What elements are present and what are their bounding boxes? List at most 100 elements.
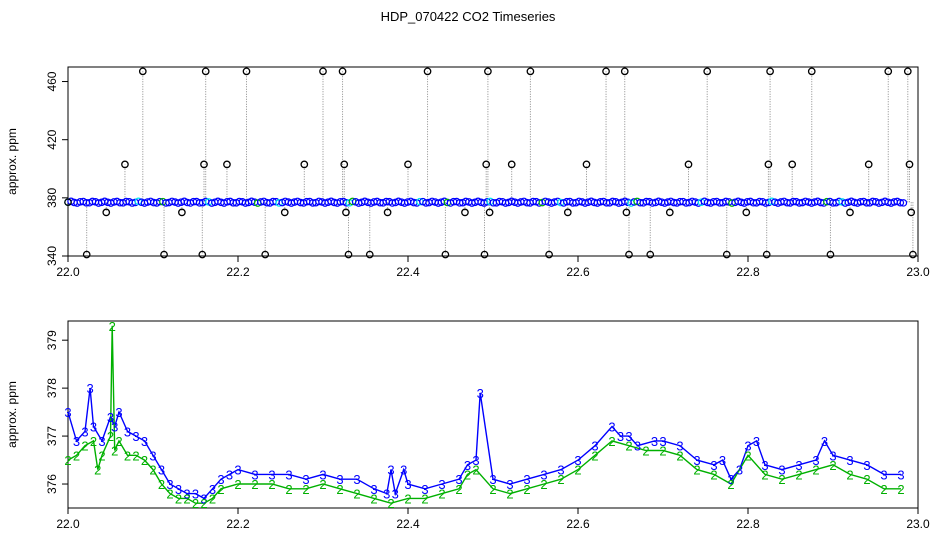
bottom-series-3-point: 3 [302,472,309,487]
bottom-series-3-point: 3 [111,419,118,434]
bottom-series-3-point: 3 [608,419,615,434]
bottom-series-2-point: 2 [710,467,717,482]
bottom-series-3-point: 3 [285,467,292,482]
top-outlier-point [846,208,854,217]
bottom-series-3-point: 3 [778,463,785,478]
bottom-series-2-point: 2 [217,482,224,497]
bottom-series-2-point: 2 [625,439,632,454]
panel-bottom: 22.0 22.2 22.4 22.6 22.8 23.0 376 377 378 379 appr… [5,319,930,531]
bottom-series-2-point: 2 [727,477,734,492]
bottom-series-3-point: 3 [617,429,624,444]
bottom-series-2-point: 2 [472,463,479,478]
panel-top: 22.0 22.2 22.4 22.6 22.8 23.0 340 380 420 460 appr… [5,66,930,279]
top-outlier-point [242,67,251,76]
bottom-series-2-point: 2 [387,496,394,511]
bottom-series-2-point: 2 [744,448,751,463]
bottom-series-2-point: 2 [438,487,445,502]
top-baseline-point [896,198,905,207]
bottom-y-axis-label: approx. ppm [5,381,19,448]
bottom-series-3-point: 3 [336,472,343,487]
bottom-series-2-point: 2 [608,434,615,449]
bottom-series-3-point: 3 [676,439,683,454]
bottom-series-3-point: 3 [86,381,93,396]
bottom-series-3-line [67,388,901,500]
top-outlier-point [200,160,208,169]
top-outlier-point [64,198,72,207]
bottom-x-tick-label: 22.6 [566,517,590,531]
top-outlier-point [703,67,712,76]
top-outlier-point [625,250,633,259]
bottom-series-3-point: 3 [821,434,828,449]
bottom-series-3-point: 3 [64,405,71,420]
top-outlier-point [461,208,469,217]
top-outlier-point [907,208,916,217]
bottom-series-2-point: 2 [183,491,190,506]
top-outlier-point [102,208,111,217]
bottom-y-tick-label: 376 [45,474,59,494]
bottom-series-2-point: 2 [591,448,598,463]
bottom-series-3-point: 3 [192,487,199,502]
bottom-series-2-point: 2 [166,487,173,502]
bottom-series-3-point: 3 [234,463,241,478]
bottom-series-3-point: 3 [158,463,165,478]
bottom-series-2-point: 2 [353,487,360,502]
bottom-series-3-point: 3 [166,477,173,492]
top-outlier-point [684,160,693,169]
top-outlier-point [909,250,917,259]
top-outlier-point [602,67,610,76]
top-outlier-point [344,250,353,259]
top-outlier-point [788,160,797,169]
top-outlier-point [563,208,572,217]
bottom-series-3-point: 3 [149,448,156,463]
bottom-series-2-point: 2 [404,491,411,506]
top-y-tick-label: 420 [45,129,59,149]
bottom-series-2-point: 2 [319,477,326,492]
bottom-series-3-point: 3 [383,487,390,502]
bottom-y-tick-label: 378 [45,378,59,398]
top-outlier-point [280,208,289,217]
bottom-series-2-point: 2 [149,463,156,478]
bottom-series-2-point: 2 [574,463,581,478]
bottom-series-3-point: 3 [897,467,904,482]
top-y-tick-label: 460 [45,71,59,91]
top-outlier-point [342,208,350,217]
top-outlier-point [905,160,914,169]
top-outlier-point [404,160,412,169]
bottom-x-tick-label: 22.8 [736,517,760,531]
bottom-series-2-point: 2 [880,482,887,497]
bottom-series-3-point: 3 [438,477,445,492]
bottom-series-2-point: 2 [192,496,199,511]
bottom-series-3-point: 3 [727,472,734,487]
bottom-series-2-point: 2 [676,448,683,463]
bottom-series-2-point: 2 [421,491,428,506]
bottom-series-3-point: 3 [115,405,122,420]
top-outlier-point [485,208,494,217]
top-outlier-point [441,250,450,259]
top-outlier-point [884,67,893,76]
top-outlier-point [903,67,912,76]
bottom-series-2-point: 2 [209,491,216,506]
bottom-series-3-point: 3 [795,458,802,473]
top-outlier-point [482,160,491,169]
bottom-series-3-point: 3 [744,439,751,454]
bottom-series-2-point: 2 [455,482,462,497]
bottom-series-3-point: 3 [132,429,139,444]
bottom-series-2-line [67,325,901,504]
bottom-series-3-point: 3 [217,472,224,487]
bottom-series-2-point: 2 [64,453,71,468]
page-title: HDP_070422 CO2 Timeseries [380,9,556,24]
top-outlier-point [160,250,168,259]
bottom-series-3-point: 3 [761,458,768,473]
bottom-series-2-point: 2 [81,439,88,454]
top-x-tick-label: 22.2 [226,265,250,279]
bottom-series-3-point: 3 [370,482,377,497]
bottom-series-2-point: 2 [285,482,292,497]
bottom-series-3-point: 3 [404,477,411,492]
top-outlier-point [423,67,432,76]
bottom-series-3-point: 3 [319,467,326,482]
top-outlier-point [223,160,231,169]
bottom-y-tick-label: 379 [45,330,59,350]
top-outlier-point [338,67,347,76]
bottom-series-3-point: 3 [659,434,666,449]
bottom-series-2-point: 2 [523,482,530,497]
